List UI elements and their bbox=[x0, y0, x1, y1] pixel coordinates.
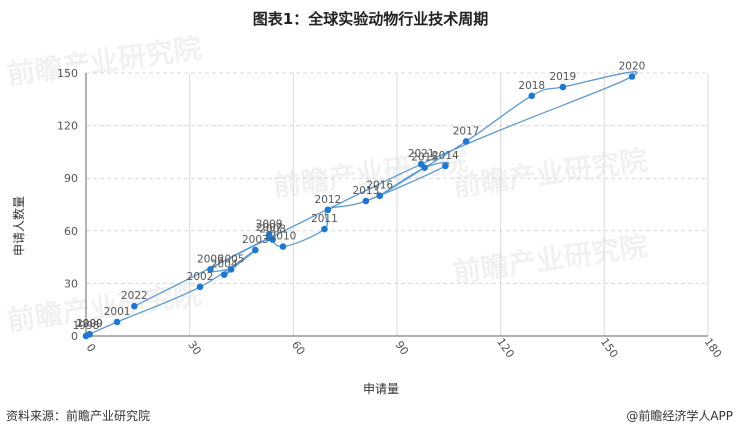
data-point-2018 bbox=[528, 92, 536, 100]
data-label-2006: 2006 bbox=[197, 253, 224, 265]
data-point-2001 bbox=[113, 318, 121, 326]
data-label-2017: 2017 bbox=[453, 125, 480, 137]
data-label-2007: 2007 bbox=[256, 222, 283, 234]
data-label-2020: 2020 bbox=[619, 61, 646, 73]
data-point-2009 bbox=[265, 231, 273, 238]
y-axis-title: 申请人数量 bbox=[11, 196, 26, 256]
y-tick-label: 120 bbox=[57, 120, 78, 133]
y-tick-label: 150 bbox=[57, 67, 78, 80]
data-label-2010: 2010 bbox=[270, 231, 297, 243]
x-axis-title: 申请量 bbox=[363, 382, 399, 396]
data-label-2008: 2008 bbox=[259, 224, 286, 236]
data-point-2000 bbox=[86, 330, 93, 338]
footer-brand: @前瞻经济学人APP bbox=[626, 409, 733, 423]
data-point-2022 bbox=[131, 302, 138, 310]
chart-title: 图表1：全球实验动物行业技术周期 bbox=[252, 10, 489, 28]
data-point-2006 bbox=[207, 266, 214, 273]
data-label-2002: 2002 bbox=[187, 271, 214, 283]
point-layer bbox=[82, 73, 636, 340]
grid-layer bbox=[86, 72, 709, 336]
data-label-2000: 2000 bbox=[76, 318, 103, 330]
data-label-1999: 1999 bbox=[76, 318, 103, 330]
data-label-2005: 2005 bbox=[218, 253, 245, 265]
data-point-2010 bbox=[279, 243, 287, 250]
line-layer bbox=[85, 71, 638, 337]
data-label-2021: 2021 bbox=[408, 148, 435, 160]
y-tick-label: 0 bbox=[71, 330, 78, 343]
data-label-2015: 2015 bbox=[411, 152, 438, 164]
data-point-2014 bbox=[442, 162, 449, 170]
x-tick-label: 30 bbox=[185, 339, 204, 358]
data-label-2003: 2003 bbox=[242, 234, 269, 246]
data-point-2020 bbox=[628, 73, 636, 80]
x-tick-label: 60 bbox=[289, 339, 308, 358]
data-point-2013 bbox=[362, 197, 370, 205]
x-tick-label: 120 bbox=[494, 336, 517, 361]
x-tick-label: 150 bbox=[598, 336, 621, 361]
y-tick-label: 60 bbox=[64, 225, 78, 238]
x-tick-label: 90 bbox=[393, 339, 412, 358]
data-label-2012: 2012 bbox=[315, 194, 342, 206]
data-label-2018: 2018 bbox=[518, 80, 545, 92]
data-point-2011 bbox=[321, 225, 328, 233]
y-tick-label: 90 bbox=[64, 172, 78, 185]
data-point-2019 bbox=[559, 83, 567, 91]
y-tick-label: 30 bbox=[64, 277, 78, 290]
data-label-2022: 2022 bbox=[121, 290, 148, 302]
data-label-2014: 2014 bbox=[432, 150, 459, 162]
data-point-2008 bbox=[269, 236, 276, 243]
data-point-2016 bbox=[376, 192, 384, 200]
data-label-2009: 2009 bbox=[256, 218, 283, 230]
data-point-2021 bbox=[417, 160, 425, 168]
data-point-2002 bbox=[196, 283, 204, 291]
data-label-2019: 2019 bbox=[549, 71, 576, 83]
data-point-2012 bbox=[324, 206, 332, 214]
data-point-2005 bbox=[227, 266, 235, 273]
data-label-1998: 1998 bbox=[73, 320, 100, 332]
data-label-2011: 2011 bbox=[311, 213, 338, 225]
data-point-2004 bbox=[220, 271, 228, 278]
series-line bbox=[85, 71, 638, 337]
data-point-2017 bbox=[462, 138, 470, 145]
axis-layer: 0 30 60 90 120 150 0 30 60 90 120 150 180 bbox=[57, 67, 724, 360]
data-point-2003 bbox=[252, 246, 259, 254]
data-label-2016: 2016 bbox=[366, 180, 393, 192]
data-label-2013: 2013 bbox=[353, 185, 380, 197]
data-label-2004: 2004 bbox=[211, 259, 238, 271]
x-tick-label: 0 bbox=[84, 341, 99, 354]
footer-source: 资料来源：前瞻产业研究院 bbox=[6, 409, 151, 423]
data-label-2001: 2001 bbox=[104, 306, 131, 318]
x-tick-label: 180 bbox=[702, 336, 725, 361]
